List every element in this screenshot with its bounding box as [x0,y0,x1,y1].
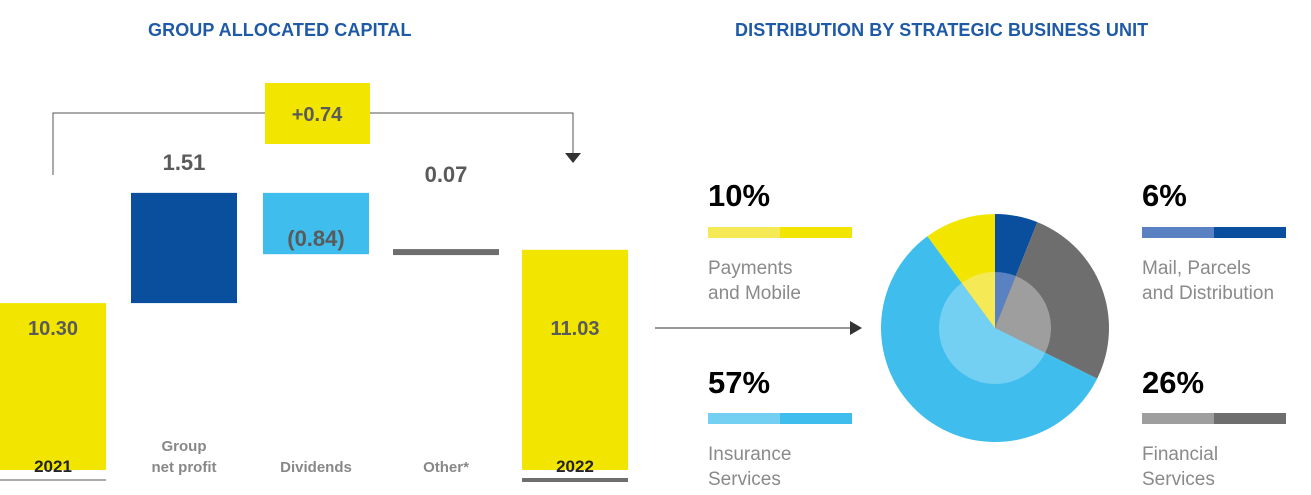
legend-label-payments: Payments and Mobile [708,256,801,306]
legend-label-line: and Mobile [708,283,801,304]
value-label-dividends: (0.84) [287,226,344,251]
legend-label-line: Mail, Parcels [1142,258,1251,279]
pie-inner-slice-insurance-services [939,282,1046,384]
category-label-other: Other* [423,459,469,476]
value-label-2021: 10.30 [28,318,78,340]
bar-2022 [522,249,628,470]
legend-swatch-dark [1214,227,1286,238]
pie-inner-slice-payments-and-mobile [961,272,995,328]
legend-swatch-light [1142,413,1214,424]
legend-label-line: Payments [708,258,793,279]
legend-label-line: Financial [1142,444,1219,465]
legend-label-line: and Distribution [1142,283,1275,304]
legend-label-line: Services [708,469,781,490]
value-label-2022: 11.03 [551,318,600,340]
change-arrow-head [565,153,581,163]
legend-pct-payments: 10% [708,178,771,213]
legend-pct-financial: 26% [1142,365,1205,400]
baseline-2022 [522,478,628,482]
legend-label-mail: Mail, Parcels and Distribution [1142,256,1274,306]
change-label: +0.74 [292,104,343,126]
change-bracket-left [52,112,265,175]
category-label-2022: 2022 [556,457,594,476]
legend-swatch-dark [780,413,852,424]
bar-dividends [263,192,369,255]
bar-net-profit [131,192,237,304]
left-chart-title: GROUP ALLOCATED CAPITAL [148,20,412,40]
bar-2021 [0,303,106,470]
bar-other [393,249,499,256]
legend-swatch-light [1142,227,1214,238]
pie-inner-slice-financial-services [995,276,1052,353]
category-label-net-profit-line2: net profit [152,459,217,476]
legend-label-line: Services [1142,469,1215,490]
change-box [265,83,370,144]
category-label-net-profit-line1: Group [162,438,207,455]
legend-label-line: Insurance [708,444,792,465]
value-label-net-profit: 1.51 [163,150,206,175]
legend-pct-insurance: 57% [708,365,771,400]
legend-swatch-light [708,227,780,238]
right-chart-title: DISTRIBUTION BY STRATEGIC BUSINESS UNIT [735,20,1149,40]
legend-label-insurance: Insurance Services [708,442,791,492]
value-label-other: 0.07 [425,162,468,187]
connector-arrow-head [850,321,862,335]
legend-pct-mail: 6% [1142,178,1187,213]
legend-swatch-dark [1214,413,1286,424]
change-bracket-right [370,112,574,154]
legend-swatch-light [708,413,780,424]
pie-inner-slice-mail-parcels-and-distribution [995,272,1016,328]
category-label-dividends: Dividends [280,459,352,476]
legend-swatch-dark [780,227,852,238]
legend-label-financial: Financial Services [1142,442,1218,492]
category-label-2021: 2021 [34,457,72,476]
